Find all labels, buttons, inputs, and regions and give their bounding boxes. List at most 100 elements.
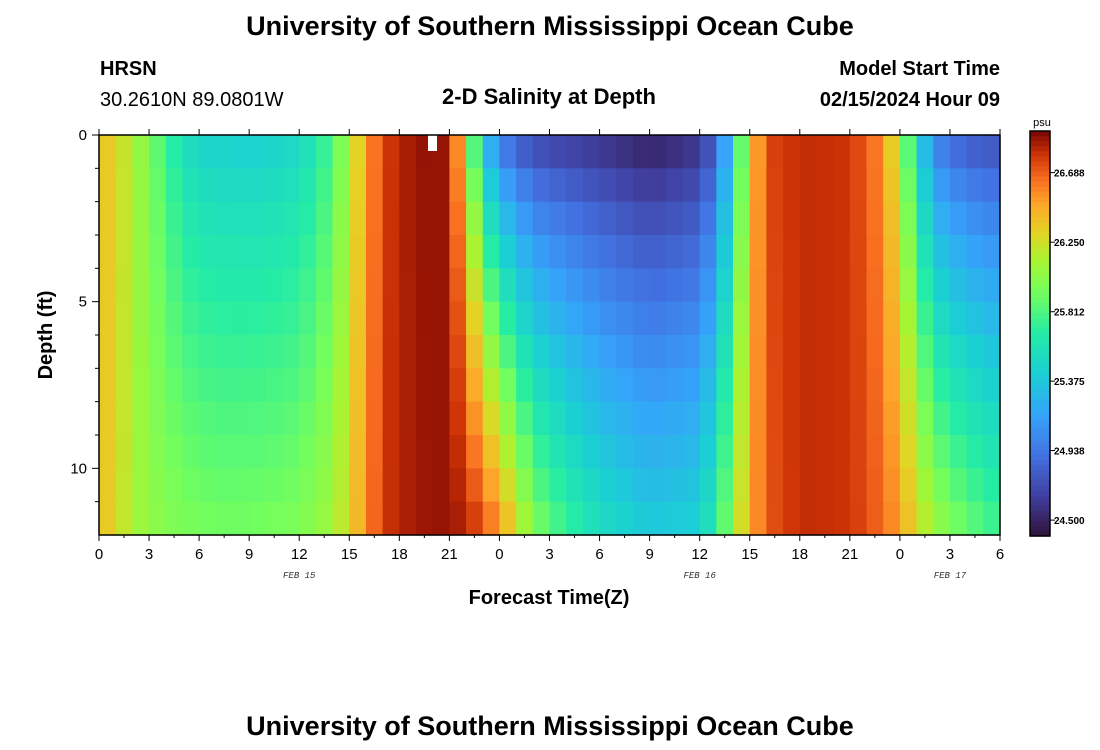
heatmap-cell <box>699 435 717 469</box>
heatmap-cell <box>115 268 133 303</box>
colorbar-segment <box>1030 303 1050 309</box>
heatmap-cell <box>365 235 384 269</box>
colorbar-segment <box>1030 424 1050 431</box>
heatmap-cell <box>649 501 667 536</box>
heatmap-cell <box>632 435 651 469</box>
colorbar-segment <box>1030 242 1050 249</box>
heatmap-cell <box>232 268 250 303</box>
heatmap-cell <box>816 268 834 303</box>
heatmap-cell <box>899 235 918 269</box>
heatmap-cell <box>899 335 918 369</box>
colorbar-segment <box>1030 525 1050 532</box>
heatmap-cell <box>132 235 150 269</box>
heatmap-cell <box>549 201 567 236</box>
colorbar-segment <box>1030 434 1050 441</box>
heatmap-cell <box>215 235 234 269</box>
heatmap-cell <box>632 135 651 169</box>
heatmap-cell <box>749 368 768 403</box>
heatmap-cell <box>766 435 784 469</box>
heatmap-cell <box>866 501 884 536</box>
heatmap-cell <box>899 401 918 436</box>
heatmap-cell <box>849 168 868 203</box>
heatmap-cell <box>165 235 184 269</box>
heatmap-cell <box>299 368 317 403</box>
heatmap-cell <box>99 168 117 203</box>
heatmap-cell <box>215 201 234 236</box>
colorbar-segment <box>1030 368 1050 375</box>
heatmap-cell <box>966 201 984 236</box>
heatmap-cell <box>599 201 617 236</box>
heatmap-cell <box>416 401 434 436</box>
heatmap-cell <box>215 501 234 536</box>
heatmap-cell <box>232 135 250 169</box>
heatmap-cell <box>466 301 484 336</box>
colorbar-segment <box>1030 136 1050 142</box>
heatmap-cell <box>649 435 667 469</box>
heatmap-cell <box>599 168 617 203</box>
heatmap-cell <box>466 201 484 236</box>
heatmap-cell <box>716 135 734 169</box>
heatmap-cell <box>682 501 701 536</box>
heatmap-cell <box>699 335 717 369</box>
heatmap-cell <box>966 301 984 336</box>
heatmap-cell <box>449 301 467 336</box>
heatmap-cell <box>566 168 584 203</box>
heatmap-cell <box>666 435 684 469</box>
heatmap-cell <box>799 335 818 369</box>
heatmap-cell <box>616 301 634 336</box>
heatmap-cell <box>566 335 584 369</box>
heatmap-cell <box>365 435 384 469</box>
colorbar-segment <box>1030 247 1050 254</box>
colorbar-segment <box>1030 156 1050 162</box>
colorbar-segment <box>1030 343 1050 350</box>
heatmap-cell <box>582 368 601 403</box>
colorbar-tick-label: 26.688 <box>1054 169 1085 180</box>
heatmap-cell <box>582 401 601 436</box>
heatmap-cell <box>883 435 901 469</box>
colorbar-segment <box>1030 374 1050 380</box>
heatmap-cell <box>399 501 417 536</box>
heatmap-cell <box>933 335 951 369</box>
heatmap-cell <box>265 468 284 503</box>
heatmap-cell <box>299 501 317 536</box>
heatmap-cell <box>666 135 684 169</box>
heatmap-cell <box>699 201 717 236</box>
heatmap-cell <box>966 368 984 403</box>
heatmap-cell <box>649 235 667 269</box>
colorbar-tick-label: 24.938 <box>1054 447 1085 458</box>
colorbar-segment <box>1030 470 1050 476</box>
heatmap-cell <box>966 501 984 536</box>
heatmap-cell <box>532 268 551 303</box>
heatmap-cell <box>165 168 184 203</box>
heatmap-cell <box>282 201 300 236</box>
heatmap-cell <box>949 268 968 303</box>
heatmap-cell <box>165 301 184 336</box>
heatmap-cell <box>115 401 133 436</box>
heatmap-cell <box>149 468 167 503</box>
heatmap-cell <box>966 135 984 169</box>
heatmap-cell <box>749 201 768 236</box>
heatmap-cell <box>933 501 951 536</box>
heatmap-cell <box>382 201 400 236</box>
heatmap-cell <box>282 135 300 169</box>
heatmap-cell <box>566 468 584 503</box>
colorbar-segment <box>1030 358 1050 365</box>
heatmap-cell <box>966 268 984 303</box>
heatmap-cell <box>99 135 117 169</box>
heatmap-cell <box>783 435 801 469</box>
heatmap-cell <box>866 468 884 503</box>
heatmap-cell <box>616 335 634 369</box>
heatmap-cell <box>466 235 484 269</box>
heatmap-cell <box>966 168 984 203</box>
heatmap-cell <box>783 468 801 503</box>
heatmap-cell <box>416 368 434 403</box>
heatmap-cell <box>833 168 851 203</box>
heatmap-cell <box>582 135 601 169</box>
heatmap-cell <box>365 468 384 503</box>
heatmap-cell <box>849 501 868 536</box>
colorbar-segment <box>1030 176 1050 183</box>
heatmap-cell <box>599 301 617 336</box>
colorbar-segment <box>1030 389 1050 395</box>
heatmap-cell <box>933 135 951 169</box>
heatmap-cell <box>516 201 534 236</box>
